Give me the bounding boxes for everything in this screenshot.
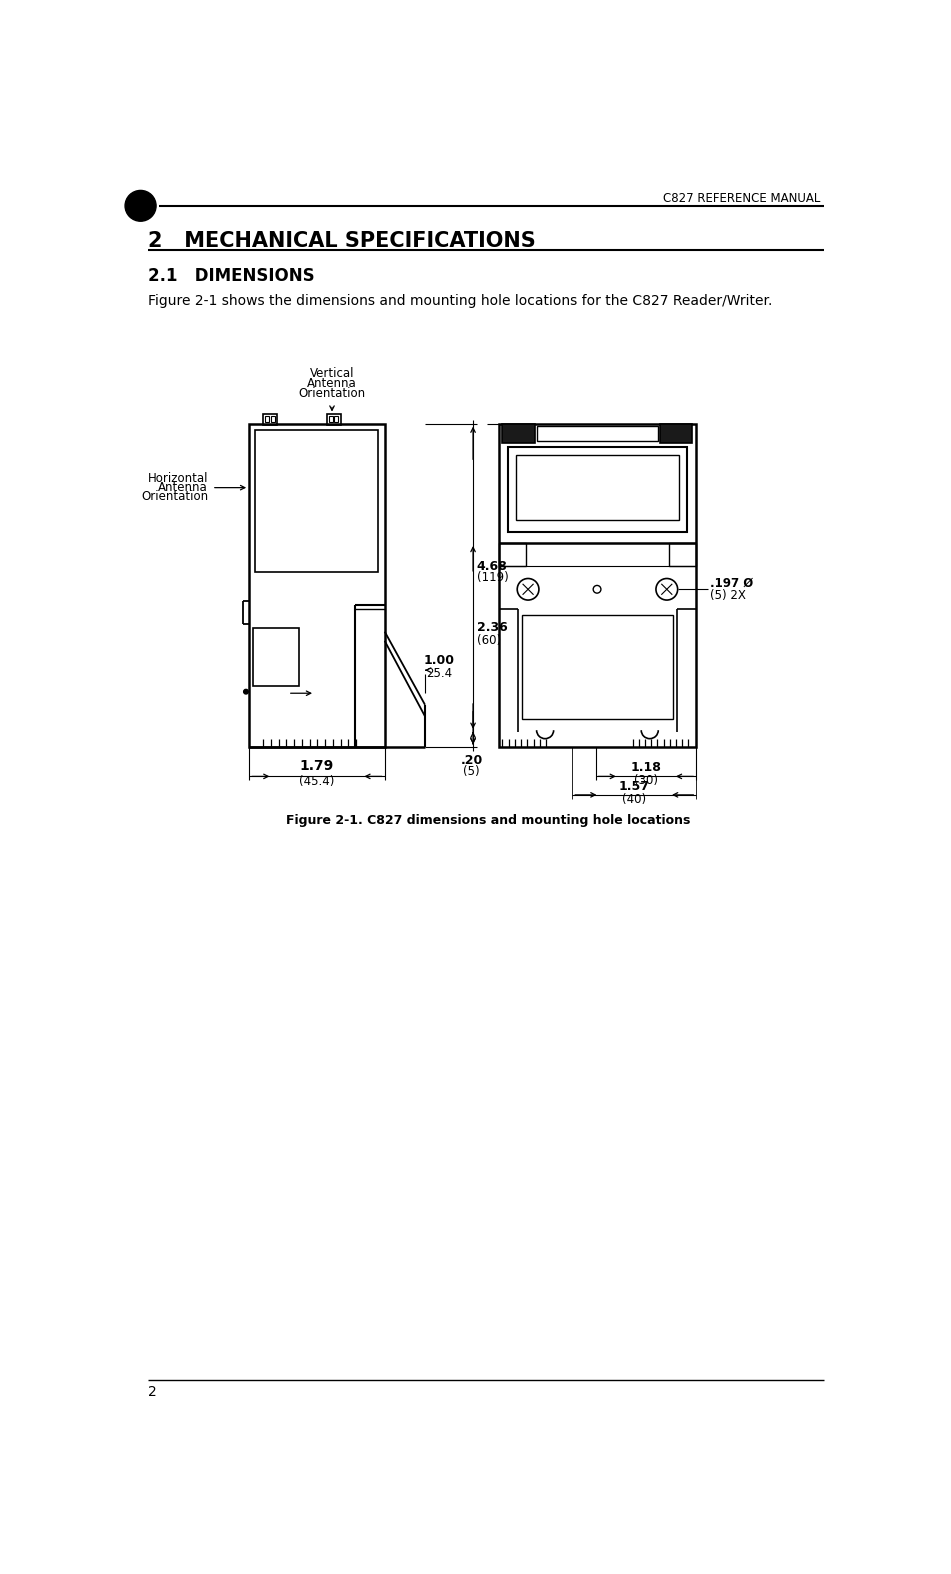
Bar <box>498 543 526 567</box>
Text: Antenna: Antenna <box>307 378 357 390</box>
Text: 2.1   DIMENSIONS: 2.1 DIMENSIONS <box>148 268 315 285</box>
Bar <box>502 423 535 442</box>
Bar <box>329 416 333 422</box>
Text: 2: 2 <box>148 1385 157 1399</box>
Bar <box>508 447 687 532</box>
Text: 2.36: 2.36 <box>476 622 508 634</box>
Text: 2: 2 <box>134 197 146 214</box>
Bar <box>253 628 300 686</box>
Text: .197 Ø: .197 Ø <box>710 576 753 590</box>
Bar <box>498 423 696 748</box>
Text: Figure 2-1 shows the dimensions and mounting hole locations for the C827 Reader/: Figure 2-1 shows the dimensions and moun… <box>148 293 773 307</box>
Text: Figure 2-1. C827 dimensions and mounting hole locations: Figure 2-1. C827 dimensions and mounting… <box>285 814 690 826</box>
Circle shape <box>243 689 248 694</box>
Bar <box>263 414 277 425</box>
Text: 1.00: 1.00 <box>423 655 455 667</box>
Bar <box>522 615 673 719</box>
Text: (40): (40) <box>622 793 647 806</box>
Bar <box>265 416 269 422</box>
Text: (45.4): (45.4) <box>299 774 334 787</box>
Text: 1.18: 1.18 <box>631 760 661 774</box>
Text: Orientation: Orientation <box>141 491 208 504</box>
Bar <box>515 455 679 519</box>
Text: 1.79: 1.79 <box>300 759 334 773</box>
Bar <box>326 414 340 425</box>
Bar <box>255 430 378 573</box>
Text: .20: .20 <box>460 754 482 768</box>
Circle shape <box>126 190 156 222</box>
Text: Antenna: Antenna <box>158 482 208 494</box>
Text: C827 REFERENCE MANUAL: C827 REFERENCE MANUAL <box>663 192 821 205</box>
Bar <box>660 423 692 442</box>
Bar <box>670 543 696 567</box>
Bar <box>537 427 657 441</box>
Bar <box>271 416 275 422</box>
Text: 25.4: 25.4 <box>426 667 452 680</box>
Text: (5): (5) <box>463 765 480 778</box>
Text: (5) 2X: (5) 2X <box>710 589 747 601</box>
Bar <box>335 416 339 422</box>
Text: (119): (119) <box>476 571 509 584</box>
Text: Horizontal: Horizontal <box>147 472 208 485</box>
Text: 1.57: 1.57 <box>619 779 650 793</box>
Text: (30): (30) <box>634 774 658 787</box>
Text: Vertical: Vertical <box>310 367 355 381</box>
Text: (60): (60) <box>476 634 501 647</box>
Bar <box>249 423 385 748</box>
Text: 4.68: 4.68 <box>476 560 508 573</box>
Text: 2   MECHANICAL SPECIFICATIONS: 2 MECHANICAL SPECIFICATIONS <box>148 231 536 252</box>
Text: Orientation: Orientation <box>299 387 365 400</box>
